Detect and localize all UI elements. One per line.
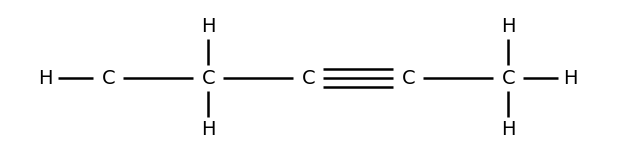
Text: C: C (301, 68, 315, 88)
Text: C: C (201, 68, 215, 88)
Text: C: C (401, 68, 415, 88)
Text: H: H (501, 119, 516, 139)
Text: C: C (101, 68, 115, 88)
Text: H: H (564, 68, 578, 88)
Text: H: H (201, 119, 216, 139)
Text: H: H (501, 17, 516, 37)
Text: H: H (39, 68, 53, 88)
Text: H: H (201, 17, 216, 37)
Text: C: C (501, 68, 515, 88)
